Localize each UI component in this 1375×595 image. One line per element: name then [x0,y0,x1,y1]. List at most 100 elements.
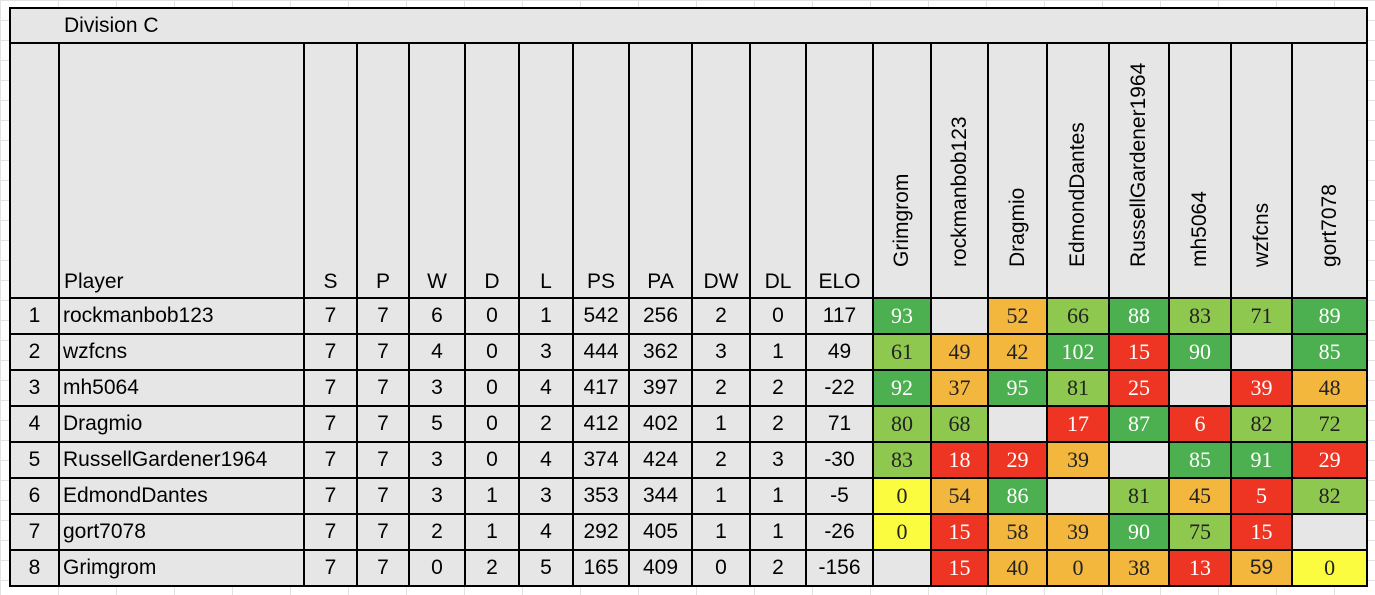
opponent-header-cell[interactable]: mh5064 [1168,42,1232,299]
player-name-cell[interactable]: Dragmio [58,405,305,443]
opponent-header-cell[interactable]: wzfcns [1230,42,1293,299]
score-cell[interactable]: 61 [872,333,932,371]
stat-cell-ps[interactable]: 292 [572,513,630,551]
score-cell[interactable]: 87 [1108,405,1170,443]
score-cell[interactable] [1108,441,1170,479]
opponent-header-cell[interactable]: EdmondDantes [1046,42,1110,299]
stat-cell-ps[interactable]: 417 [572,369,630,407]
rank-cell[interactable]: 6 [9,477,60,515]
stat-cell-dl[interactable]: 1 [749,333,807,371]
stat-cell-p[interactable]: 7 [356,549,410,587]
score-cell[interactable]: 83 [872,441,932,479]
score-cell[interactable]: 102 [1046,333,1110,371]
stat-cell-s[interactable]: 7 [303,333,358,371]
stat-cell-dl[interactable]: 2 [749,549,807,587]
score-cell[interactable]: 91 [1230,441,1293,479]
stat-cell-dl[interactable]: 1 [749,513,807,551]
stat-cell-dw[interactable]: 2 [691,297,751,335]
score-cell[interactable]: 86 [987,477,1048,515]
stat-cell-dl[interactable]: 3 [749,441,807,479]
stat-cell-w[interactable]: 5 [408,405,466,443]
stat-cell-elo[interactable]: 71 [805,405,874,443]
score-cell[interactable]: 95 [987,369,1048,407]
stat-cell-p[interactable]: 7 [356,513,410,551]
stat-cell-w[interactable]: 2 [408,513,466,551]
stat-header-pa[interactable]: PA [628,42,693,299]
stat-cell-s[interactable]: 7 [303,297,358,335]
stat-cell-w[interactable]: 3 [408,477,466,515]
stat-cell-w[interactable]: 6 [408,297,466,335]
player-name-cell[interactable]: RussellGardener1964 [58,441,305,479]
score-cell[interactable]: 40 [987,549,1048,587]
stat-cell-l[interactable]: 4 [518,369,574,407]
stat-cell-elo[interactable]: 117 [805,297,874,335]
score-cell[interactable]: 92 [872,369,932,407]
stat-cell-d[interactable]: 0 [464,441,520,479]
score-cell[interactable]: 17 [1046,405,1110,443]
stat-cell-l[interactable]: 3 [518,333,574,371]
stat-cell-w[interactable]: 4 [408,333,466,371]
stat-cell-elo[interactable]: 49 [805,333,874,371]
stat-cell-s[interactable]: 7 [303,405,358,443]
score-cell[interactable]: 29 [1290,441,1369,479]
score-cell[interactable]: 15 [930,513,989,551]
stat-cell-s[interactable]: 7 [303,441,358,479]
stat-cell-p[interactable]: 7 [356,369,410,407]
rank-header-cell[interactable] [9,42,60,299]
stat-cell-pa[interactable]: 397 [628,369,693,407]
stat-cell-ps[interactable]: 165 [572,549,630,587]
score-cell[interactable]: 49 [930,333,989,371]
stat-header-ps[interactable]: PS [572,42,630,299]
player-name-cell[interactable]: gort7078 [58,513,305,551]
score-cell[interactable]: 25 [1108,369,1170,407]
score-cell[interactable]: 66 [1046,297,1110,335]
opponent-header-cell[interactable]: RussellGardener1964 [1108,42,1170,299]
stat-cell-dw[interactable]: 1 [691,405,751,443]
stat-cell-dl[interactable]: 2 [749,405,807,443]
player-name-cell[interactable]: mh5064 [58,369,305,407]
score-cell[interactable]: 89 [1290,297,1369,335]
stat-cell-l[interactable]: 1 [518,297,574,335]
stat-header-d[interactable]: D [464,42,520,299]
score-cell[interactable]: 42 [987,333,1048,371]
score-cell[interactable]: 39 [1046,513,1110,551]
stat-cell-ps[interactable]: 353 [572,477,630,515]
score-cell[interactable]: 38 [1108,549,1170,587]
stat-cell-p[interactable]: 7 [356,477,410,515]
opponent-header-cell[interactable]: Grimgrom [872,42,932,299]
score-cell[interactable]: 6 [1168,405,1232,443]
score-cell[interactable]: 81 [1046,369,1110,407]
score-cell[interactable]: 58 [987,513,1048,551]
rank-cell[interactable]: 1 [9,297,60,335]
stat-cell-ps[interactable]: 444 [572,333,630,371]
stat-cell-w[interactable]: 3 [408,441,466,479]
score-cell[interactable]: 52 [987,297,1048,335]
score-cell[interactable]: 83 [1168,297,1232,335]
stat-cell-dw[interactable]: 2 [691,441,751,479]
stat-cell-pa[interactable]: 405 [628,513,693,551]
score-cell[interactable]: 90 [1168,333,1232,371]
stat-header-w[interactable]: W [408,42,466,299]
score-cell[interactable] [930,297,989,335]
division-title[interactable]: Division C [8,7,1369,44]
score-cell[interactable] [1290,513,1369,551]
stat-cell-elo[interactable]: -26 [805,513,874,551]
rank-cell[interactable]: 5 [9,441,60,479]
score-cell[interactable]: 48 [1290,369,1369,407]
stat-cell-s[interactable]: 7 [303,513,358,551]
stat-cell-dw[interactable]: 0 [691,549,751,587]
score-cell[interactable] [1046,477,1110,515]
stat-cell-s[interactable]: 7 [303,477,358,515]
stat-cell-pa[interactable]: 256 [628,297,693,335]
stat-cell-elo[interactable]: -22 [805,369,874,407]
stat-header-s[interactable]: S [303,42,358,299]
score-cell[interactable] [1230,333,1293,371]
score-cell[interactable] [987,405,1048,443]
stat-cell-ps[interactable]: 374 [572,441,630,479]
stat-cell-ps[interactable]: 542 [572,297,630,335]
stat-cell-l[interactable]: 4 [518,441,574,479]
stat-header-p[interactable]: P [356,42,410,299]
stat-cell-pa[interactable]: 409 [628,549,693,587]
player-name-cell[interactable]: EdmondDantes [58,477,305,515]
stat-cell-p[interactable]: 7 [356,297,410,335]
